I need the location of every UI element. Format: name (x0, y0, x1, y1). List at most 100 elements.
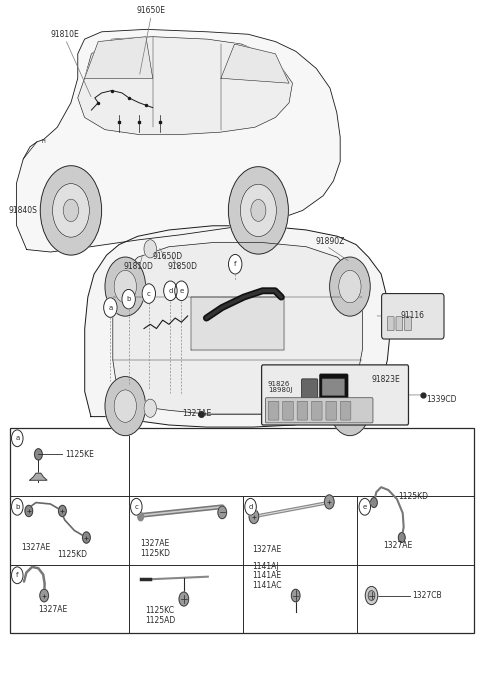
Text: 91810E: 91810E (51, 30, 80, 39)
Circle shape (368, 591, 375, 600)
Circle shape (122, 289, 135, 309)
Circle shape (324, 495, 334, 509)
Polygon shape (30, 473, 47, 480)
FancyBboxPatch shape (262, 365, 408, 425)
Text: 91850D: 91850D (167, 262, 197, 271)
Circle shape (12, 498, 23, 515)
Circle shape (142, 284, 156, 303)
Text: H: H (42, 139, 46, 145)
Text: 91823E: 91823E (372, 375, 401, 384)
Circle shape (175, 281, 188, 301)
Circle shape (25, 505, 33, 517)
Circle shape (114, 271, 136, 303)
Circle shape (179, 592, 189, 606)
Text: e: e (180, 288, 183, 294)
Text: a: a (108, 305, 112, 310)
Circle shape (218, 506, 227, 519)
Polygon shape (78, 36, 292, 134)
Text: 1327AE: 1327AE (38, 605, 68, 614)
Circle shape (371, 498, 377, 507)
FancyBboxPatch shape (396, 317, 403, 331)
Circle shape (228, 254, 242, 274)
Bar (10, 428, 474, 633)
Text: d: d (168, 288, 173, 294)
Text: 91116: 91116 (401, 312, 425, 320)
Circle shape (105, 257, 145, 316)
Text: 1125KD: 1125KD (141, 549, 171, 558)
Text: d: d (248, 504, 253, 510)
FancyBboxPatch shape (283, 401, 293, 420)
Polygon shape (16, 29, 340, 252)
Text: 91840S: 91840S (9, 206, 37, 215)
Polygon shape (221, 44, 289, 83)
Circle shape (330, 377, 370, 435)
Text: c: c (147, 291, 151, 296)
Circle shape (339, 271, 361, 303)
Circle shape (131, 498, 142, 515)
Circle shape (40, 166, 102, 255)
Circle shape (249, 510, 259, 524)
Text: 18980J: 18980J (268, 387, 292, 393)
Text: 91826: 91826 (268, 380, 290, 387)
Text: 1125KE: 1125KE (65, 450, 94, 459)
Circle shape (105, 377, 145, 435)
Text: 91810D: 91810D (124, 262, 154, 271)
Circle shape (114, 390, 136, 422)
Circle shape (144, 399, 156, 417)
Circle shape (59, 505, 66, 517)
Circle shape (144, 240, 156, 258)
Circle shape (164, 281, 177, 301)
Circle shape (245, 498, 256, 515)
Text: 1141AJ: 1141AJ (252, 562, 279, 570)
Circle shape (35, 449, 42, 460)
Text: 1125KD: 1125KD (398, 493, 428, 501)
Circle shape (398, 533, 405, 542)
FancyBboxPatch shape (312, 401, 322, 420)
Text: 1327AE: 1327AE (182, 410, 212, 418)
Text: 91650D: 91650D (153, 252, 183, 261)
FancyBboxPatch shape (326, 401, 336, 420)
FancyBboxPatch shape (320, 374, 348, 415)
Circle shape (83, 532, 90, 543)
Text: 91890Z: 91890Z (316, 237, 345, 246)
Text: 1327AE: 1327AE (22, 543, 51, 552)
Polygon shape (84, 36, 153, 78)
Text: e: e (363, 504, 367, 510)
Text: 1125KD: 1125KD (58, 550, 87, 559)
FancyBboxPatch shape (265, 398, 373, 423)
Circle shape (339, 390, 361, 422)
Text: 1141AE: 1141AE (252, 572, 282, 580)
FancyBboxPatch shape (268, 401, 279, 420)
Polygon shape (191, 297, 284, 350)
Circle shape (228, 167, 288, 254)
FancyBboxPatch shape (405, 317, 411, 331)
Circle shape (359, 498, 371, 515)
Text: a: a (15, 435, 19, 441)
FancyBboxPatch shape (301, 379, 318, 408)
Circle shape (63, 199, 79, 222)
Circle shape (12, 567, 23, 584)
Circle shape (251, 199, 266, 222)
FancyBboxPatch shape (387, 317, 394, 331)
Text: 1339CD: 1339CD (426, 396, 457, 404)
Text: b: b (15, 504, 20, 510)
Circle shape (52, 184, 89, 237)
Circle shape (240, 185, 276, 236)
Polygon shape (113, 243, 362, 415)
Circle shape (104, 298, 117, 317)
FancyBboxPatch shape (340, 401, 351, 420)
Circle shape (12, 430, 23, 447)
FancyBboxPatch shape (297, 401, 308, 420)
FancyBboxPatch shape (382, 294, 444, 339)
Circle shape (291, 589, 300, 602)
Text: b: b (126, 296, 131, 302)
Text: 1125KC: 1125KC (145, 607, 174, 615)
Text: 1327AE: 1327AE (141, 540, 170, 548)
Text: 1327CB: 1327CB (412, 591, 442, 600)
Circle shape (138, 512, 144, 521)
Text: f: f (234, 261, 237, 267)
Text: 1327AE: 1327AE (252, 545, 282, 554)
Text: 1327AE: 1327AE (384, 542, 413, 550)
Circle shape (330, 257, 370, 316)
Circle shape (365, 586, 378, 605)
